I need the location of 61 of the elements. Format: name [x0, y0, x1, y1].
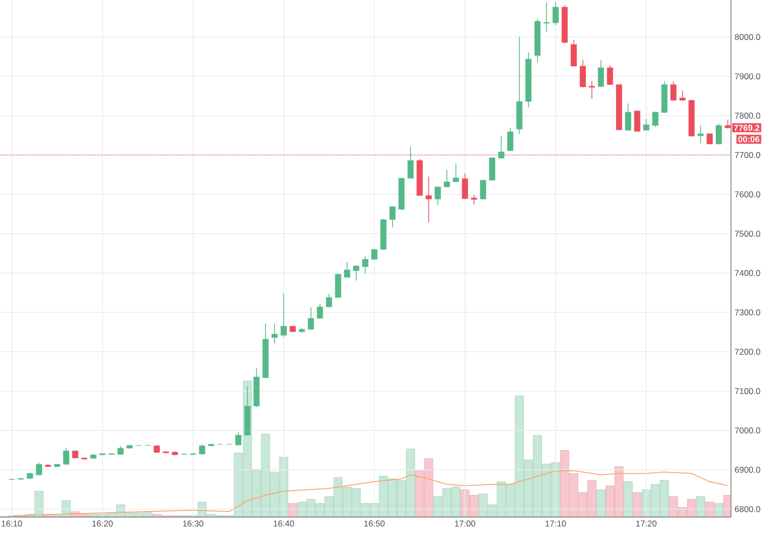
candlestick: [326, 294, 332, 308]
candlestick: [308, 306, 314, 330]
candlestick: [344, 262, 350, 278]
candlestick: [434, 186, 441, 206]
annotation: 7769.2: [734, 124, 760, 131]
candlestick: [625, 103, 632, 132]
candlestick: [471, 194, 478, 205]
candlestick: [507, 127, 514, 152]
candlestick: [408, 146, 414, 180]
candlestick: [698, 125, 704, 144]
candlestick: [452, 162, 459, 183]
candlestick: [580, 59, 586, 88]
x-tick-label: 16:10: [2, 520, 22, 527]
candlestick: [498, 135, 504, 159]
candlestick: [235, 432, 242, 446]
x-tick-label: 16:50: [364, 520, 385, 527]
candlestick: [480, 179, 486, 200]
candlestick: [444, 170, 450, 188]
bar: [723, 495, 732, 517]
y-tick-label: 7300.0: [734, 309, 760, 316]
candlestick: [598, 60, 604, 88]
y-tick-label: 7900.0: [734, 73, 760, 80]
candlestick: [36, 462, 42, 476]
candlestick: [335, 273, 342, 298]
candlestick: [426, 176, 432, 223]
candlestick: [716, 123, 722, 145]
y-tick-label: 7100.0: [734, 388, 760, 394]
y-tick-label: 8000.0: [734, 34, 760, 40]
candlestick: [670, 81, 676, 102]
x-tick-label: 17:10: [546, 520, 566, 527]
candlestick: [652, 111, 658, 128]
x-tick-label: 17:20: [636, 520, 657, 527]
candlestick: [272, 323, 278, 344]
text: 00:06: [738, 136, 760, 142]
candlestick: [353, 264, 360, 281]
y-tick-label: 6900.0: [734, 466, 760, 473]
candlestick: [362, 256, 368, 274]
y-tick-label: 6800.0: [734, 506, 760, 512]
x-tick-label: 16:40: [274, 520, 294, 527]
candlestick: [389, 206, 396, 228]
candlestick: [606, 64, 614, 86]
y-tick-label: 7400.0: [734, 270, 760, 276]
candlestick: [63, 447, 70, 466]
y-tick-label: 7500.0: [734, 230, 760, 237]
candlestick: [544, 2, 550, 33]
x-tick-label: 16:20: [92, 520, 113, 527]
candlestick: [199, 444, 206, 455]
y-tick-label: 7000.0: [734, 427, 760, 434]
y-tick-label: 7600.0: [734, 191, 760, 198]
y-tick-label: 7700.0: [734, 152, 760, 158]
candlestick: [280, 293, 287, 338]
x-tick-label: 17:00: [454, 520, 476, 527]
candlestick: [552, 2, 559, 26]
candlestick: [462, 173, 468, 200]
candlestick: [316, 304, 323, 320]
candlestick: [570, 39, 577, 67]
y-tick-label: 7200.0: [734, 348, 760, 355]
candlestick: [588, 80, 595, 100]
y-tick-label: 7800.0: [734, 112, 760, 119]
candlestick: [634, 110, 640, 132]
x-tick-label: 16:30: [183, 520, 204, 527]
